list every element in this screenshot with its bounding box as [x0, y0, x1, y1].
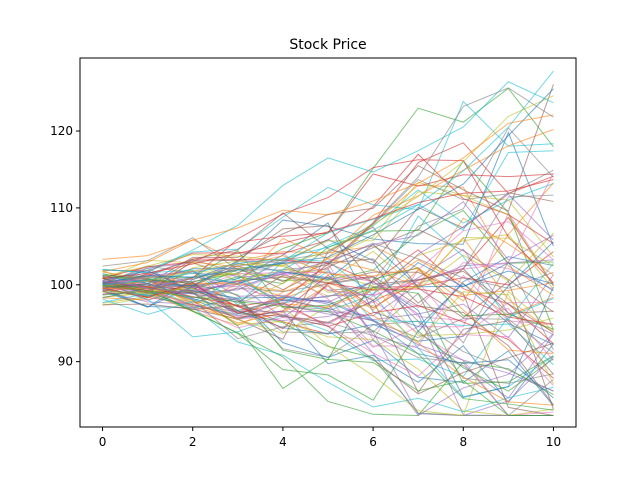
- y-tick-label: 90: [58, 355, 73, 369]
- chart-title: Stock Price: [289, 37, 366, 53]
- series-line-77: [102, 169, 554, 271]
- series-line-76: [102, 252, 554, 336]
- y-axis: 90 100 110 120: [50, 124, 80, 369]
- series-line-80: [102, 243, 554, 288]
- series-line-96: [102, 285, 554, 411]
- series-line-64: [102, 193, 554, 317]
- plot-frame: [79, 57, 577, 428]
- series-line-83: [102, 281, 554, 330]
- series-line-86: [102, 275, 554, 386]
- series-line-90: [102, 270, 554, 399]
- x-tick-label: 0: [99, 435, 107, 449]
- series-line-97: [102, 114, 554, 260]
- series-line-66: [102, 172, 554, 325]
- series-line-69: [102, 270, 554, 366]
- series-line-72: [102, 290, 554, 401]
- series-line-71: [102, 284, 554, 406]
- x-tick-label: 8: [459, 435, 467, 449]
- series-line-60: [102, 262, 554, 302]
- x-tick-label: 6: [369, 435, 377, 449]
- series-line-29: [102, 286, 554, 378]
- x-tick-label: 2: [189, 435, 197, 449]
- series-line-95: [102, 303, 554, 395]
- series-line-78: [102, 191, 554, 287]
- series-line-85: [102, 225, 554, 333]
- series-line-53: [102, 159, 554, 292]
- series-line-99: [102, 178, 554, 280]
- series-line-98: [102, 280, 554, 392]
- y-tick-label: 100: [50, 278, 73, 292]
- y-tick-label: 110: [50, 201, 73, 215]
- series-line-82: [102, 284, 554, 416]
- series-line-74: [102, 270, 554, 417]
- series-line-88: [102, 287, 554, 385]
- series-line-89: [102, 81, 554, 273]
- x-axis: 0 2 4 6 8 10: [99, 427, 561, 449]
- y-tick-label: 120: [50, 124, 73, 138]
- series-line-94: [102, 88, 554, 283]
- series-line-13: [102, 216, 554, 319]
- x-tick-label: 4: [279, 435, 287, 449]
- series-line-91: [102, 70, 554, 286]
- series-line-51: [102, 217, 554, 306]
- series-line-92: [102, 87, 554, 284]
- x-tick-label: 10: [546, 435, 561, 449]
- series-line-81: [102, 255, 554, 355]
- series-lines: [102, 70, 554, 417]
